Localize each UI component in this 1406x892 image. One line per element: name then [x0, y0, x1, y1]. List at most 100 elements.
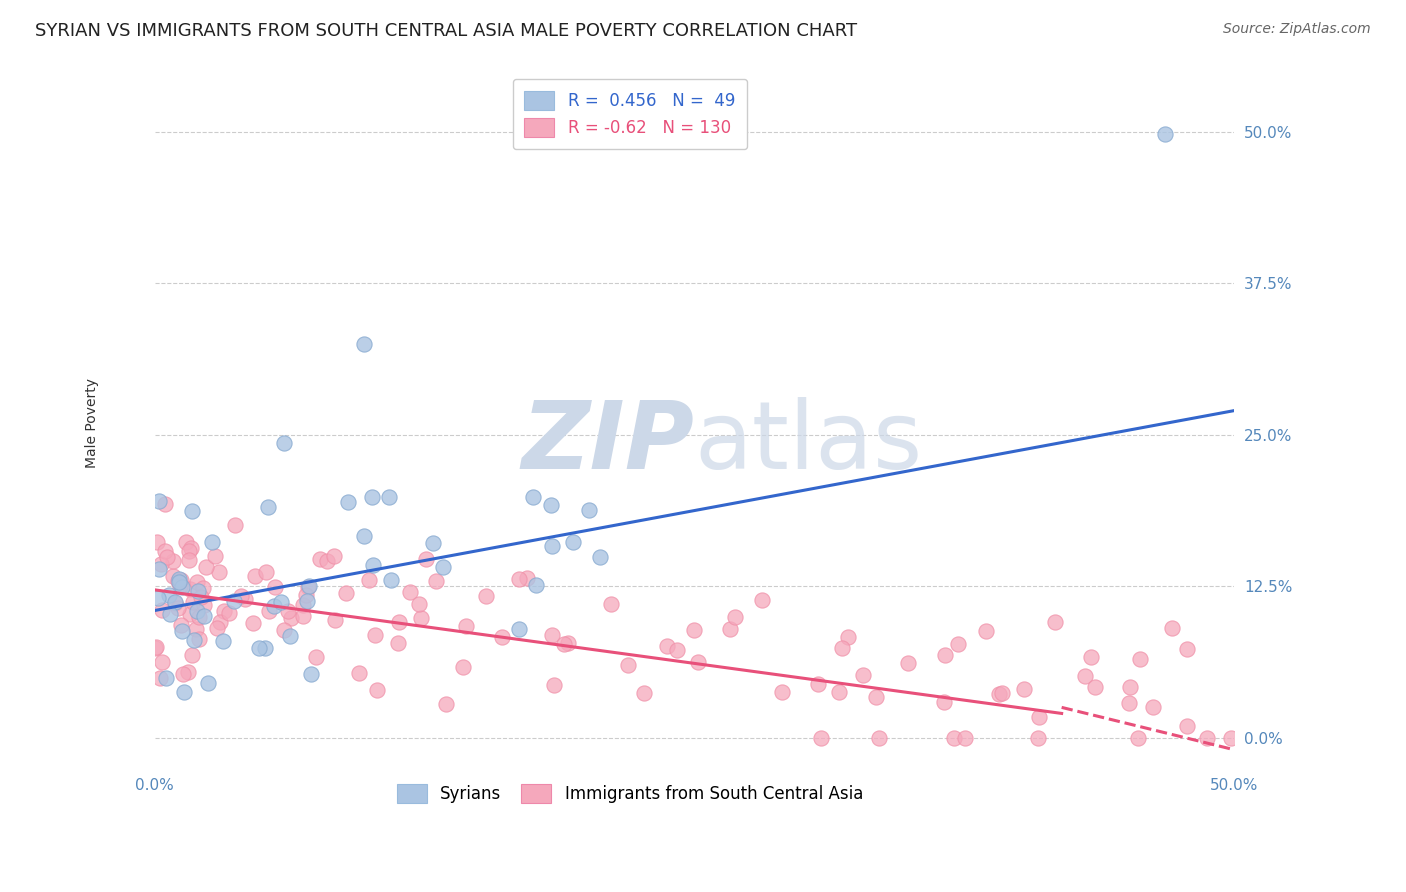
Point	[1084, 680, 1107, 694]
Point	[273, 623, 295, 637]
Point	[155, 671, 177, 685]
Point	[1154, 128, 1177, 142]
Point	[242, 616, 264, 631]
Point	[167, 574, 190, 588]
Point	[322, 549, 344, 563]
Point	[208, 565, 231, 579]
Point	[183, 632, 205, 647]
Point	[578, 503, 600, 517]
Point	[633, 685, 655, 699]
Point	[361, 491, 384, 505]
Point	[831, 641, 853, 656]
Point	[363, 628, 385, 642]
Point	[195, 559, 218, 574]
Point	[291, 609, 314, 624]
Point	[953, 731, 976, 745]
Point	[156, 549, 179, 564]
Point	[522, 490, 544, 504]
Point	[353, 337, 375, 351]
Point	[181, 594, 204, 608]
Point	[688, 655, 710, 669]
Point	[299, 666, 322, 681]
Point	[150, 655, 173, 669]
Point	[150, 602, 173, 616]
Point	[335, 586, 357, 600]
Point	[143, 640, 166, 655]
Point	[897, 656, 920, 670]
Point	[172, 667, 194, 681]
Point	[991, 686, 1014, 700]
Point	[828, 685, 851, 699]
Point	[1028, 709, 1050, 723]
Point	[361, 558, 384, 572]
Point	[474, 590, 496, 604]
Point	[294, 588, 316, 602]
Point	[204, 549, 226, 563]
Point	[865, 690, 887, 705]
Point	[229, 589, 252, 603]
Point	[425, 574, 447, 588]
Point	[170, 580, 193, 594]
Point	[524, 577, 547, 591]
Point	[553, 637, 575, 651]
Point	[148, 562, 170, 576]
Point	[543, 678, 565, 692]
Point	[162, 568, 184, 582]
Point	[167, 574, 190, 589]
Point	[245, 569, 267, 583]
Point	[295, 594, 318, 608]
Legend: Syrians, Immigrants from South Central Asia: Syrians, Immigrants from South Central A…	[385, 772, 875, 815]
Point	[224, 518, 246, 533]
Point	[751, 593, 773, 607]
Point	[868, 731, 890, 745]
Point	[325, 613, 347, 627]
Point	[988, 687, 1011, 701]
Point	[254, 565, 277, 579]
Point	[409, 611, 432, 625]
Point	[148, 591, 170, 605]
Point	[408, 597, 430, 611]
Point	[176, 534, 198, 549]
Point	[270, 594, 292, 608]
Point	[208, 615, 231, 629]
Text: ZIP: ZIP	[522, 398, 695, 490]
Point	[184, 622, 207, 636]
Point	[263, 599, 285, 614]
Point	[280, 611, 302, 625]
Point	[257, 604, 280, 618]
Y-axis label: Male Poverty: Male Poverty	[86, 377, 100, 467]
Point	[540, 499, 562, 513]
Point	[222, 593, 245, 607]
Point	[157, 588, 180, 602]
Point	[932, 695, 955, 709]
Point	[516, 571, 538, 585]
Point	[1197, 731, 1219, 745]
Point	[180, 541, 202, 555]
Point	[837, 630, 859, 644]
Point	[1080, 650, 1102, 665]
Point	[387, 635, 409, 649]
Point	[1177, 719, 1199, 733]
Point	[589, 549, 612, 564]
Point	[388, 615, 411, 630]
Point	[191, 581, 214, 595]
Point	[508, 572, 530, 586]
Point	[508, 622, 530, 636]
Point	[934, 648, 956, 662]
Point	[212, 604, 235, 618]
Point	[451, 660, 474, 674]
Point	[770, 685, 793, 699]
Point	[193, 598, 215, 612]
Point	[153, 496, 176, 510]
Point	[852, 667, 875, 681]
Point	[177, 543, 200, 558]
Point	[1118, 681, 1140, 695]
Point	[807, 677, 830, 691]
Point	[599, 597, 621, 611]
Point	[170, 624, 193, 638]
Point	[562, 535, 585, 549]
Text: SYRIAN VS IMMIGRANTS FROM SOUTH CENTRAL ASIA MALE POVERTY CORRELATION CHART: SYRIAN VS IMMIGRANTS FROM SOUTH CENTRAL …	[35, 22, 858, 40]
Point	[186, 604, 208, 618]
Point	[291, 598, 314, 612]
Text: atlas: atlas	[695, 398, 922, 490]
